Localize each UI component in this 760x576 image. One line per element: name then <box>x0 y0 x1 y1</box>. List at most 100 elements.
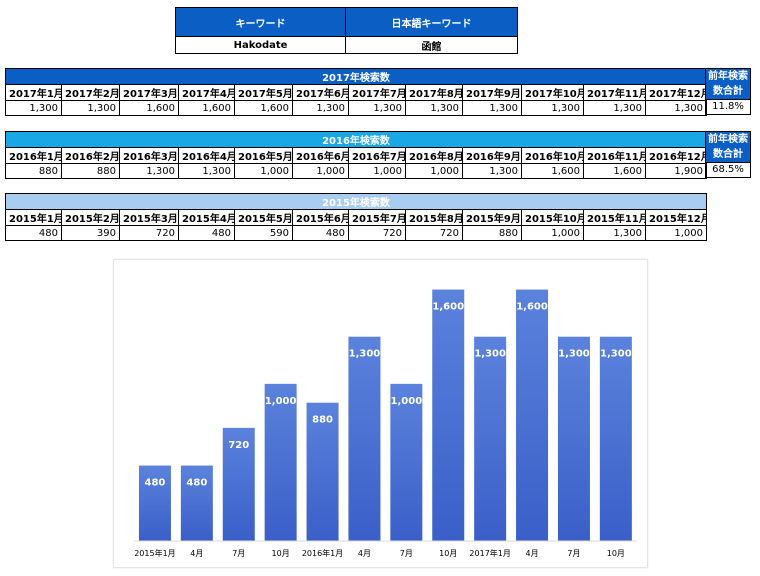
month-value: 720 <box>405 225 463 241</box>
month-value: 1,300 <box>583 225 646 241</box>
x-tick-label: 4月 <box>358 549 371 558</box>
month-header: 2016年2月 <box>61 147 120 164</box>
chart-bar <box>222 427 255 541</box>
month-header: 2016年12月 <box>644 147 708 164</box>
month-value: 1,000 <box>292 163 349 179</box>
month-value: 1,000 <box>348 163 406 179</box>
month-value: 1,000 <box>644 225 708 241</box>
bar-data-label: 1,600 <box>516 302 548 313</box>
chart-bar <box>516 289 549 541</box>
month-header: 2016年6月 <box>292 147 349 164</box>
x-tick-label: 7月 <box>232 549 245 558</box>
month-header: 2017年8月 <box>405 84 463 101</box>
month-value: 1,600 <box>119 100 179 116</box>
month-value: 880 <box>462 225 522 241</box>
bar-data-label: 1,300 <box>558 349 590 360</box>
chart-svg: 480 2015年1月 480 4月 720 7月 1,000 10月 880 2016年1月 1,… <box>134 289 637 558</box>
month-value: 1,000 <box>521 225 584 241</box>
month-value: 1,000 <box>405 163 463 179</box>
month-value: 880 <box>5 163 62 179</box>
month-header: 2017年9月 <box>462 84 522 101</box>
table-2017: 2017年検索数 2017年1月 2017年2月 2017年3月 2017年4月 2017… <box>4 68 708 116</box>
month-header: 2016年7月 <box>348 147 406 164</box>
month-value: 1,600 <box>178 100 235 116</box>
month-value: 480 <box>178 225 235 241</box>
month-header: 2015年2月 <box>61 209 120 226</box>
month-value: 1,000 <box>234 163 293 179</box>
prev-year-total-label: 前年検索 数合計 <box>705 131 751 163</box>
month-header: 2015年8月 <box>405 209 463 226</box>
month-value: 1,300 <box>178 163 235 179</box>
x-tick-label: 10月 <box>607 549 625 558</box>
chart-bar <box>474 336 507 541</box>
month-header: 2015年4月 <box>178 209 235 226</box>
chart-bar <box>264 383 297 541</box>
month-value: 1,300 <box>521 100 584 116</box>
month-value: 1,300 <box>61 100 120 116</box>
month-value: 1,300 <box>292 100 349 116</box>
month-header: 2017年7月 <box>348 84 406 101</box>
month-value: 1,300 <box>348 100 406 116</box>
month-value: 1,300 <box>405 100 463 116</box>
month-header: 2016年3月 <box>119 147 179 164</box>
year-table-title: 2016年検索数 <box>4 131 708 148</box>
month-header: 2017年3月 <box>119 84 179 101</box>
month-header: 2016年9月 <box>462 147 522 164</box>
year-table-title: 2015年検索数 <box>4 193 708 210</box>
month-value: 480 <box>5 225 62 241</box>
x-tick-label: 2017年1月 <box>469 548 510 558</box>
bar-data-label: 720 <box>228 440 249 451</box>
side-label-line1: 前年検索 <box>708 134 748 145</box>
bar-data-label: 1,000 <box>391 396 423 407</box>
bar-data-label: 1,300 <box>474 349 506 360</box>
month-header: 2015年1月 <box>5 209 62 226</box>
prev-year-total-label: 前年検索 数合計 <box>705 68 751 100</box>
x-tick-label: 2015年1月 <box>134 548 175 558</box>
chart-bar <box>348 336 381 541</box>
keyword-header: キーワード <box>175 7 346 37</box>
month-header: 2016年5月 <box>234 147 293 164</box>
month-value: 1,600 <box>583 163 646 179</box>
chart-bar <box>599 336 632 541</box>
x-tick-label: 10月 <box>439 549 457 558</box>
month-header: 2016年8月 <box>405 147 463 164</box>
month-value: 720 <box>348 225 406 241</box>
month-header: 2017年4月 <box>178 84 235 101</box>
keyword-table: キーワード 日本語キーワード Hakodate 函館 <box>175 7 518 54</box>
chart-bar <box>306 402 339 541</box>
chart-bar <box>432 289 465 541</box>
month-header: 2016年10月 <box>521 147 584 164</box>
x-tick-label: 2016年1月 <box>302 548 343 558</box>
bar-data-label: 1,300 <box>349 349 381 360</box>
x-tick-label: 7月 <box>400 549 413 558</box>
month-header: 2017年12月 <box>644 84 708 101</box>
month-header: 2017年2月 <box>61 84 120 101</box>
bar-data-label: 480 <box>145 478 166 489</box>
month-header: 2015年5月 <box>234 209 293 226</box>
japanese-keyword-header: 日本語キーワード <box>345 7 518 37</box>
month-value: 1,300 <box>644 100 708 116</box>
month-header: 2015年10月 <box>521 209 584 226</box>
search-volume-chart: 480 2015年1月 480 4月 720 7月 1,000 10月 880 2016年1月 1,… <box>113 259 648 568</box>
chart-bar <box>180 465 213 541</box>
month-header: 2015年9月 <box>462 209 522 226</box>
prev-year-percent: 11.8% <box>705 99 751 115</box>
bar-data-label: 1,000 <box>265 396 297 407</box>
month-header: 2015年11月 <box>583 209 646 226</box>
japanese-keyword-value: 函館 <box>345 36 518 54</box>
table-2016: 2016年検索数 2016年1月 2016年2月 2016年3月 2016年4月 2016… <box>4 131 708 179</box>
month-value: 1,900 <box>644 163 708 179</box>
prev-year-percent: 68.5% <box>705 162 751 178</box>
keyword-value: Hakodate <box>175 36 346 54</box>
month-value: 1,300 <box>462 100 522 116</box>
year-table-title: 2017年検索数 <box>4 68 708 85</box>
month-header: 2016年11月 <box>583 147 646 164</box>
chart-bar <box>557 336 590 541</box>
month-header: 2015年3月 <box>119 209 179 226</box>
x-tick-label: 4月 <box>526 549 539 558</box>
month-header: 2017年1月 <box>5 84 62 101</box>
month-value: 590 <box>234 225 293 241</box>
month-value: 390 <box>61 225 120 241</box>
month-value: 1,300 <box>462 163 522 179</box>
x-tick-label: 4月 <box>190 549 203 558</box>
